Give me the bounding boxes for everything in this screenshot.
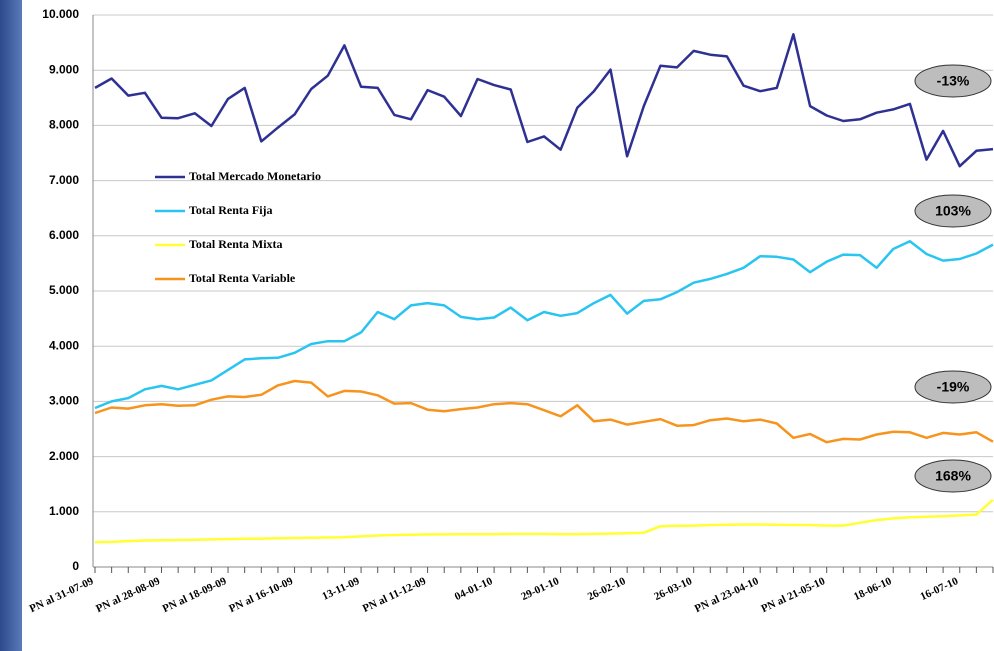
y-tick-label: 6.000 [49,228,79,242]
x-tick-label: 18-06-10 [852,575,894,603]
annotation: -19% [937,379,970,395]
x-tick-label: PN al 28-08-09 [94,575,162,615]
annotation: 168% [935,468,971,484]
annotation-bubble [914,459,992,493]
y-tick-label: 1.000 [49,504,79,518]
annotation-bubble [914,64,992,98]
annotation: -13% [937,73,970,89]
series-line [94,240,994,410]
x-tick-label: PN al 18-09-09 [161,575,229,615]
legend-label: Total Renta Variable [189,271,296,285]
legend-label: Total Renta Mixta [189,237,283,251]
x-tick-label: 16-07-10 [918,575,960,603]
y-tick-label: 0 [72,559,79,573]
annotation-bubble [914,194,992,228]
x-tick-label: 29-01-10 [519,575,561,603]
annotation: 103% [935,203,971,219]
x-tick-label: PN al 31-07-09 [28,575,96,615]
x-tick-label: 13-11-09 [320,575,362,603]
y-tick-label: 9.000 [49,62,79,76]
x-tick-label: PN al 23-04-10 [693,575,761,615]
x-tick-label: PN al 21-05-10 [759,575,827,615]
series-line [94,498,994,544]
annotation-bubble [914,370,992,404]
x-tick-label: 04-01-10 [453,575,495,603]
y-tick-label: 7.000 [49,173,79,187]
y-tick-label: 10.000 [42,7,79,21]
x-tick-label: 26-03-10 [652,575,694,603]
y-tick-label: 3.000 [49,394,79,408]
legend-label: Total Renta Fija [189,203,273,217]
y-tick-label: 2.000 [49,449,79,463]
y-tick-label: 4.000 [49,338,79,352]
series-line [94,33,994,168]
y-tick-label: 5.000 [49,283,79,297]
x-tick-label: PN al 11-12-09 [361,575,429,615]
y-tick-label: 8.000 [49,118,79,132]
x-tick-label: PN al 16-10-09 [227,575,295,615]
legend-label: Total Mercado Monetario [189,169,321,183]
x-tick-label: 26-02-10 [586,575,628,603]
side-stripe [0,0,22,651]
series-line [94,379,994,444]
